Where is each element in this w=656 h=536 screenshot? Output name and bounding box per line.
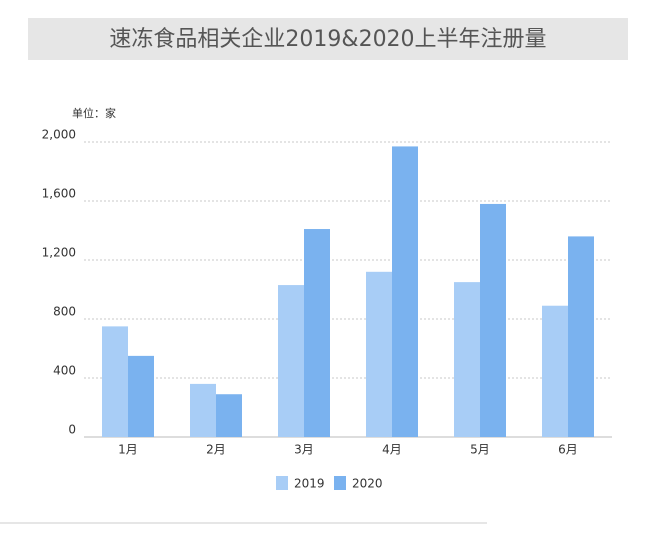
bar <box>542 305 568 437</box>
title-banner <box>28 18 628 60</box>
bar <box>102 326 128 437</box>
bar <box>190 383 216 437</box>
bar <box>366 271 392 437</box>
x-tick-label: 1月 <box>118 443 138 457</box>
legend-swatch <box>276 476 288 490</box>
y-tick-label: 400 <box>53 364 76 378</box>
bar <box>304 229 330 437</box>
bar <box>216 394 242 437</box>
bar <box>128 355 154 437</box>
bar <box>480 203 506 437</box>
bar <box>568 236 594 437</box>
y-tick-label: 800 <box>53 305 76 319</box>
x-tick-label: 2月 <box>206 443 226 457</box>
y-tick-label: 1,600 <box>42 187 76 201</box>
x-tick-label: 5月 <box>470 443 490 457</box>
x-tick-label: 3月 <box>294 443 314 457</box>
chart-title: 速冻食品相关企业2019&2020上半年注册量 <box>109 27 546 52</box>
x-tick-label: 4月 <box>382 443 402 457</box>
legend-swatch <box>334 476 346 490</box>
bar <box>454 282 480 437</box>
legend-label: 2019 <box>294 477 325 491</box>
x-tick-label: 6月 <box>558 443 578 457</box>
y-tick-label: 2,000 <box>42 128 76 142</box>
bar <box>392 146 418 438</box>
unit-label: 单位：家 <box>72 106 116 120</box>
legend-label: 2020 <box>352 477 383 491</box>
bar <box>278 285 304 437</box>
y-tick-label: 1,200 <box>42 246 76 260</box>
y-tick-label: 0 <box>68 423 76 437</box>
